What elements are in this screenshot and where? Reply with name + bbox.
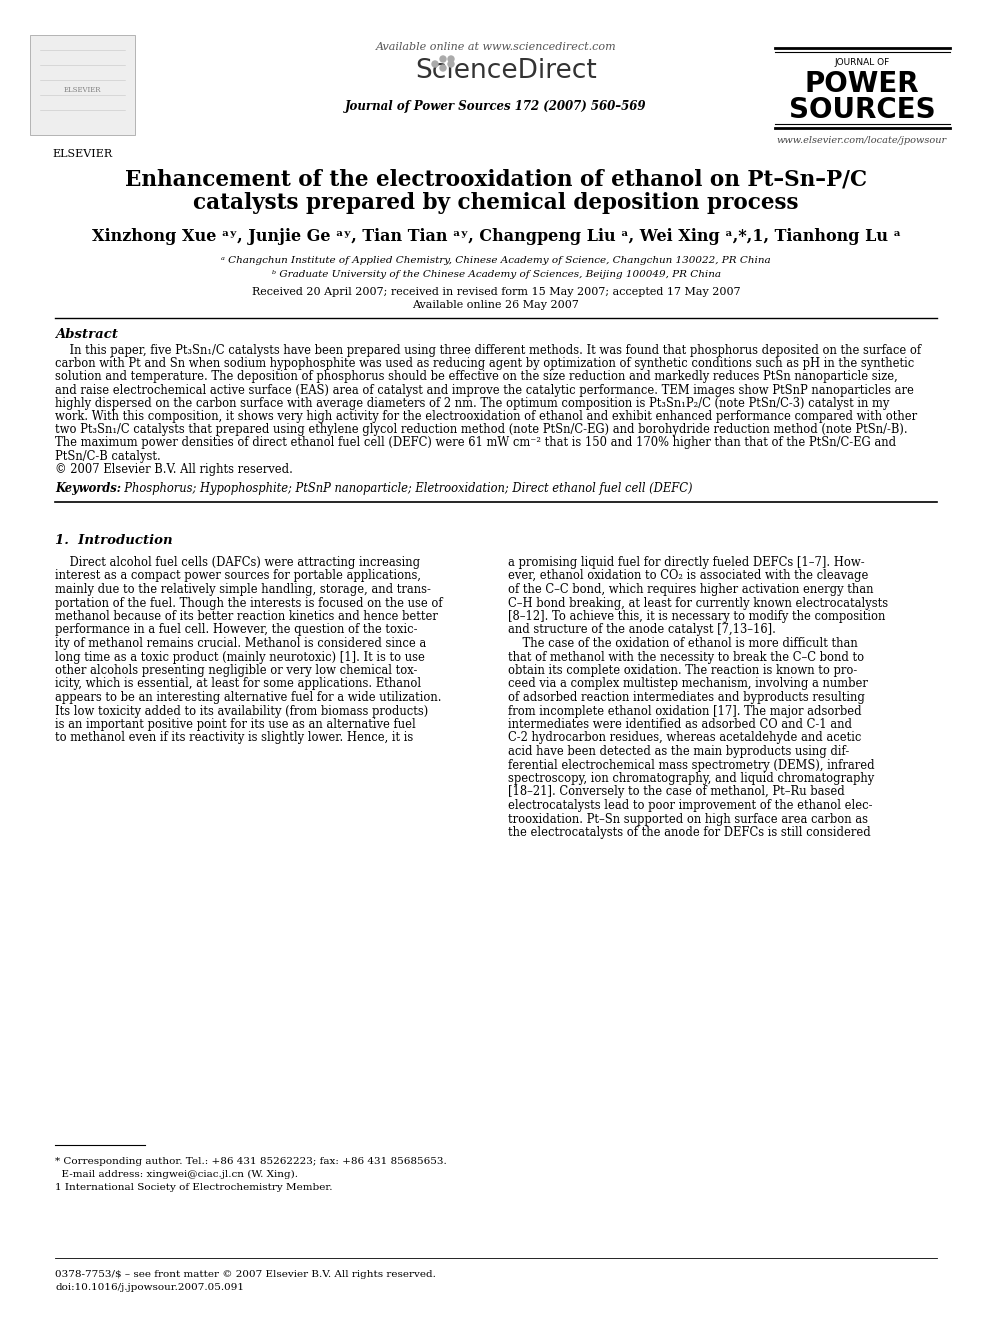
Text: other alcohols presenting negligible or very low chemical tox-: other alcohols presenting negligible or … bbox=[55, 664, 418, 677]
Text: Its low toxicity added to its availability (from biomass products): Its low toxicity added to its availabili… bbox=[55, 705, 429, 717]
Text: performance in a fuel cell. However, the question of the toxic-: performance in a fuel cell. However, the… bbox=[55, 623, 418, 636]
Text: intermediates were identified as adsorbed CO and C-1 and: intermediates were identified as adsorbe… bbox=[508, 718, 852, 732]
Text: Journal of Power Sources 172 (2007) 560–569: Journal of Power Sources 172 (2007) 560–… bbox=[345, 101, 647, 112]
Text: and structure of the anode catalyst [7,13–16].: and structure of the anode catalyst [7,1… bbox=[508, 623, 776, 636]
Text: of the C–C bond, which requires higher activation energy than: of the C–C bond, which requires higher a… bbox=[508, 583, 874, 595]
Text: Received 20 April 2007; received in revised form 15 May 2007; accepted 17 May 20: Received 20 April 2007; received in revi… bbox=[252, 287, 740, 296]
Text: POWER: POWER bbox=[805, 70, 920, 98]
Text: portation of the fuel. Though the interests is focused on the use of: portation of the fuel. Though the intere… bbox=[55, 597, 442, 610]
Text: www.elsevier.com/locate/jpowsour: www.elsevier.com/locate/jpowsour bbox=[777, 136, 947, 146]
Text: * Corresponding author. Tel.: +86 431 85262223; fax: +86 431 85685653.: * Corresponding author. Tel.: +86 431 85… bbox=[55, 1158, 446, 1166]
Text: ity of methanol remains crucial. Methanol is considered since a: ity of methanol remains crucial. Methano… bbox=[55, 636, 427, 650]
Text: The maximum power densities of direct ethanol fuel cell (DEFC) were 61 mW cm⁻² t: The maximum power densities of direct et… bbox=[55, 437, 896, 450]
Text: ᵇ Graduate University of the Chinese Academy of Sciences, Beijing 100049, PR Chi: ᵇ Graduate University of the Chinese Aca… bbox=[272, 270, 720, 279]
Text: icity, which is essential, at least for some applications. Ethanol: icity, which is essential, at least for … bbox=[55, 677, 422, 691]
Text: long time as a toxic product (mainly neurotoxic) [1]. It is to use: long time as a toxic product (mainly neu… bbox=[55, 651, 425, 664]
Text: ELSEVIER: ELSEVIER bbox=[63, 86, 101, 94]
Text: obtain its complete oxidation. The reaction is known to pro-: obtain its complete oxidation. The react… bbox=[508, 664, 857, 677]
Text: [18–21]. Conversely to the case of methanol, Pt–Ru based: [18–21]. Conversely to the case of metha… bbox=[508, 786, 845, 799]
Text: Abstract: Abstract bbox=[55, 328, 118, 341]
Text: 1 International Society of Electrochemistry Member.: 1 International Society of Electrochemis… bbox=[55, 1183, 332, 1192]
Text: electrocatalysts lead to poor improvement of the ethanol elec-: electrocatalysts lead to poor improvemen… bbox=[508, 799, 873, 812]
Bar bbox=[30, 34, 135, 135]
Text: that of methanol with the necessity to break the C–C bond to: that of methanol with the necessity to b… bbox=[508, 651, 864, 664]
Text: trooxidation. Pt–Sn supported on high surface area carbon as: trooxidation. Pt–Sn supported on high su… bbox=[508, 812, 868, 826]
Text: SOURCES: SOURCES bbox=[789, 97, 935, 124]
Text: is an important positive point for its use as an alternative fuel: is an important positive point for its u… bbox=[55, 718, 416, 732]
Text: ScienceDirect: ScienceDirect bbox=[415, 58, 597, 83]
Text: E-mail address: xingwei@ciac.jl.cn (W. Xing).: E-mail address: xingwei@ciac.jl.cn (W. X… bbox=[55, 1170, 298, 1179]
Circle shape bbox=[448, 61, 454, 67]
Text: work. With this composition, it shows very high activity for the electrooxidatio: work. With this composition, it shows ve… bbox=[55, 410, 918, 423]
Text: Enhancement of the electrooxidation of ethanol on Pt–Sn–P/C: Enhancement of the electrooxidation of e… bbox=[125, 168, 867, 191]
Text: JOURNAL OF: JOURNAL OF bbox=[834, 58, 890, 67]
Text: In this paper, five Pt₃Sn₁/C catalysts have been prepared using three different : In this paper, five Pt₃Sn₁/C catalysts h… bbox=[55, 344, 922, 357]
Text: Phosphorus; Hypophosphite; PtSnP nanoparticle; Eletrooxidation; Direct ethanol f: Phosphorus; Hypophosphite; PtSnP nanopar… bbox=[117, 482, 692, 495]
Text: solution and temperature. The deposition of phosphorus should be effective on th: solution and temperature. The deposition… bbox=[55, 370, 898, 384]
Text: ferential electrochemical mass spectrometry (DEMS), infrared: ferential electrochemical mass spectrome… bbox=[508, 758, 875, 771]
Text: The case of the oxidation of ethanol is more difficult than: The case of the oxidation of ethanol is … bbox=[508, 636, 858, 650]
Text: Xinzhong Xue ᵃʸ, Junjie Ge ᵃʸ, Tian Tian ᵃʸ, Changpeng Liu ᵃ, Wei Xing ᵃ,*,1, Ti: Xinzhong Xue ᵃʸ, Junjie Ge ᵃʸ, Tian Tian… bbox=[91, 228, 901, 245]
Text: spectroscopy, ion chromatography, and liquid chromatography: spectroscopy, ion chromatography, and li… bbox=[508, 773, 874, 785]
Text: Available online at www.sciencedirect.com: Available online at www.sciencedirect.co… bbox=[376, 42, 616, 52]
Text: catalysts prepared by chemical deposition process: catalysts prepared by chemical depositio… bbox=[193, 192, 799, 214]
Text: 1.  Introduction: 1. Introduction bbox=[55, 534, 173, 546]
Text: interest as a compact power sources for portable applications,: interest as a compact power sources for … bbox=[55, 569, 421, 582]
Text: [8–12]. To achieve this, it is necessary to modify the composition: [8–12]. To achieve this, it is necessary… bbox=[508, 610, 886, 623]
Text: © 2007 Elsevier B.V. All rights reserved.: © 2007 Elsevier B.V. All rights reserved… bbox=[55, 463, 293, 476]
Text: methanol because of its better reaction kinetics and hence better: methanol because of its better reaction … bbox=[55, 610, 437, 623]
Text: from incomplete ethanol oxidation [17]. The major adsorbed: from incomplete ethanol oxidation [17]. … bbox=[508, 705, 862, 717]
Text: PtSn/C-B catalyst.: PtSn/C-B catalyst. bbox=[55, 450, 161, 463]
Text: Available online 26 May 2007: Available online 26 May 2007 bbox=[413, 300, 579, 310]
Text: ELSEVIER: ELSEVIER bbox=[53, 149, 112, 159]
Text: to methanol even if its reactivity is slightly lower. Hence, it is: to methanol even if its reactivity is sl… bbox=[55, 732, 414, 745]
Text: ever, ethanol oxidation to CO₂ is associated with the cleavage: ever, ethanol oxidation to CO₂ is associ… bbox=[508, 569, 868, 582]
Text: doi:10.1016/j.jpowsour.2007.05.091: doi:10.1016/j.jpowsour.2007.05.091 bbox=[55, 1283, 244, 1293]
Circle shape bbox=[440, 56, 446, 62]
Text: and raise electrochemical active surface (EAS) area of catalyst and improve the : and raise electrochemical active surface… bbox=[55, 384, 914, 397]
Text: the electrocatalysts of the anode for DEFCs is still considered: the electrocatalysts of the anode for DE… bbox=[508, 826, 871, 839]
Text: C-2 hydrocarbon residues, whereas acetaldehyde and acetic: C-2 hydrocarbon residues, whereas acetal… bbox=[508, 732, 861, 745]
Circle shape bbox=[432, 61, 438, 67]
Circle shape bbox=[440, 65, 446, 71]
Text: Keywords:: Keywords: bbox=[55, 482, 121, 495]
Text: acid have been detected as the main byproducts using dif-: acid have been detected as the main bypr… bbox=[508, 745, 849, 758]
Text: of adsorbed reaction intermediates and byproducts resulting: of adsorbed reaction intermediates and b… bbox=[508, 691, 865, 704]
Text: two Pt₃Sn₁/C catalysts that prepared using ethylene glycol reduction method (not: two Pt₃Sn₁/C catalysts that prepared usi… bbox=[55, 423, 908, 437]
Text: mainly due to the relatively simple handling, storage, and trans-: mainly due to the relatively simple hand… bbox=[55, 583, 431, 595]
Circle shape bbox=[448, 56, 454, 62]
Text: appears to be an interesting alternative fuel for a wide utilization.: appears to be an interesting alternative… bbox=[55, 691, 441, 704]
Text: C–H bond breaking, at least for currently known electrocatalysts: C–H bond breaking, at least for currentl… bbox=[508, 597, 888, 610]
Text: Direct alcohol fuel cells (DAFCs) were attracting increasing: Direct alcohol fuel cells (DAFCs) were a… bbox=[55, 556, 421, 569]
Text: a promising liquid fuel for directly fueled DEFCs [1–7]. How-: a promising liquid fuel for directly fue… bbox=[508, 556, 865, 569]
Text: ceed via a complex multistep mechanism, involving a number: ceed via a complex multistep mechanism, … bbox=[508, 677, 868, 691]
Text: carbon with Pt and Sn when sodium hypophosphite was used as reducing agent by op: carbon with Pt and Sn when sodium hypoph… bbox=[55, 357, 915, 370]
Text: highly dispersed on the carbon surface with average diameters of 2 nm. The optim: highly dispersed on the carbon surface w… bbox=[55, 397, 890, 410]
Text: 0378-7753/$ – see front matter © 2007 Elsevier B.V. All rights reserved.: 0378-7753/$ – see front matter © 2007 El… bbox=[55, 1270, 435, 1279]
Text: ᵃ Changchun Institute of Applied Chemistry, Chinese Academy of Science, Changchu: ᵃ Changchun Institute of Applied Chemist… bbox=[221, 255, 771, 265]
